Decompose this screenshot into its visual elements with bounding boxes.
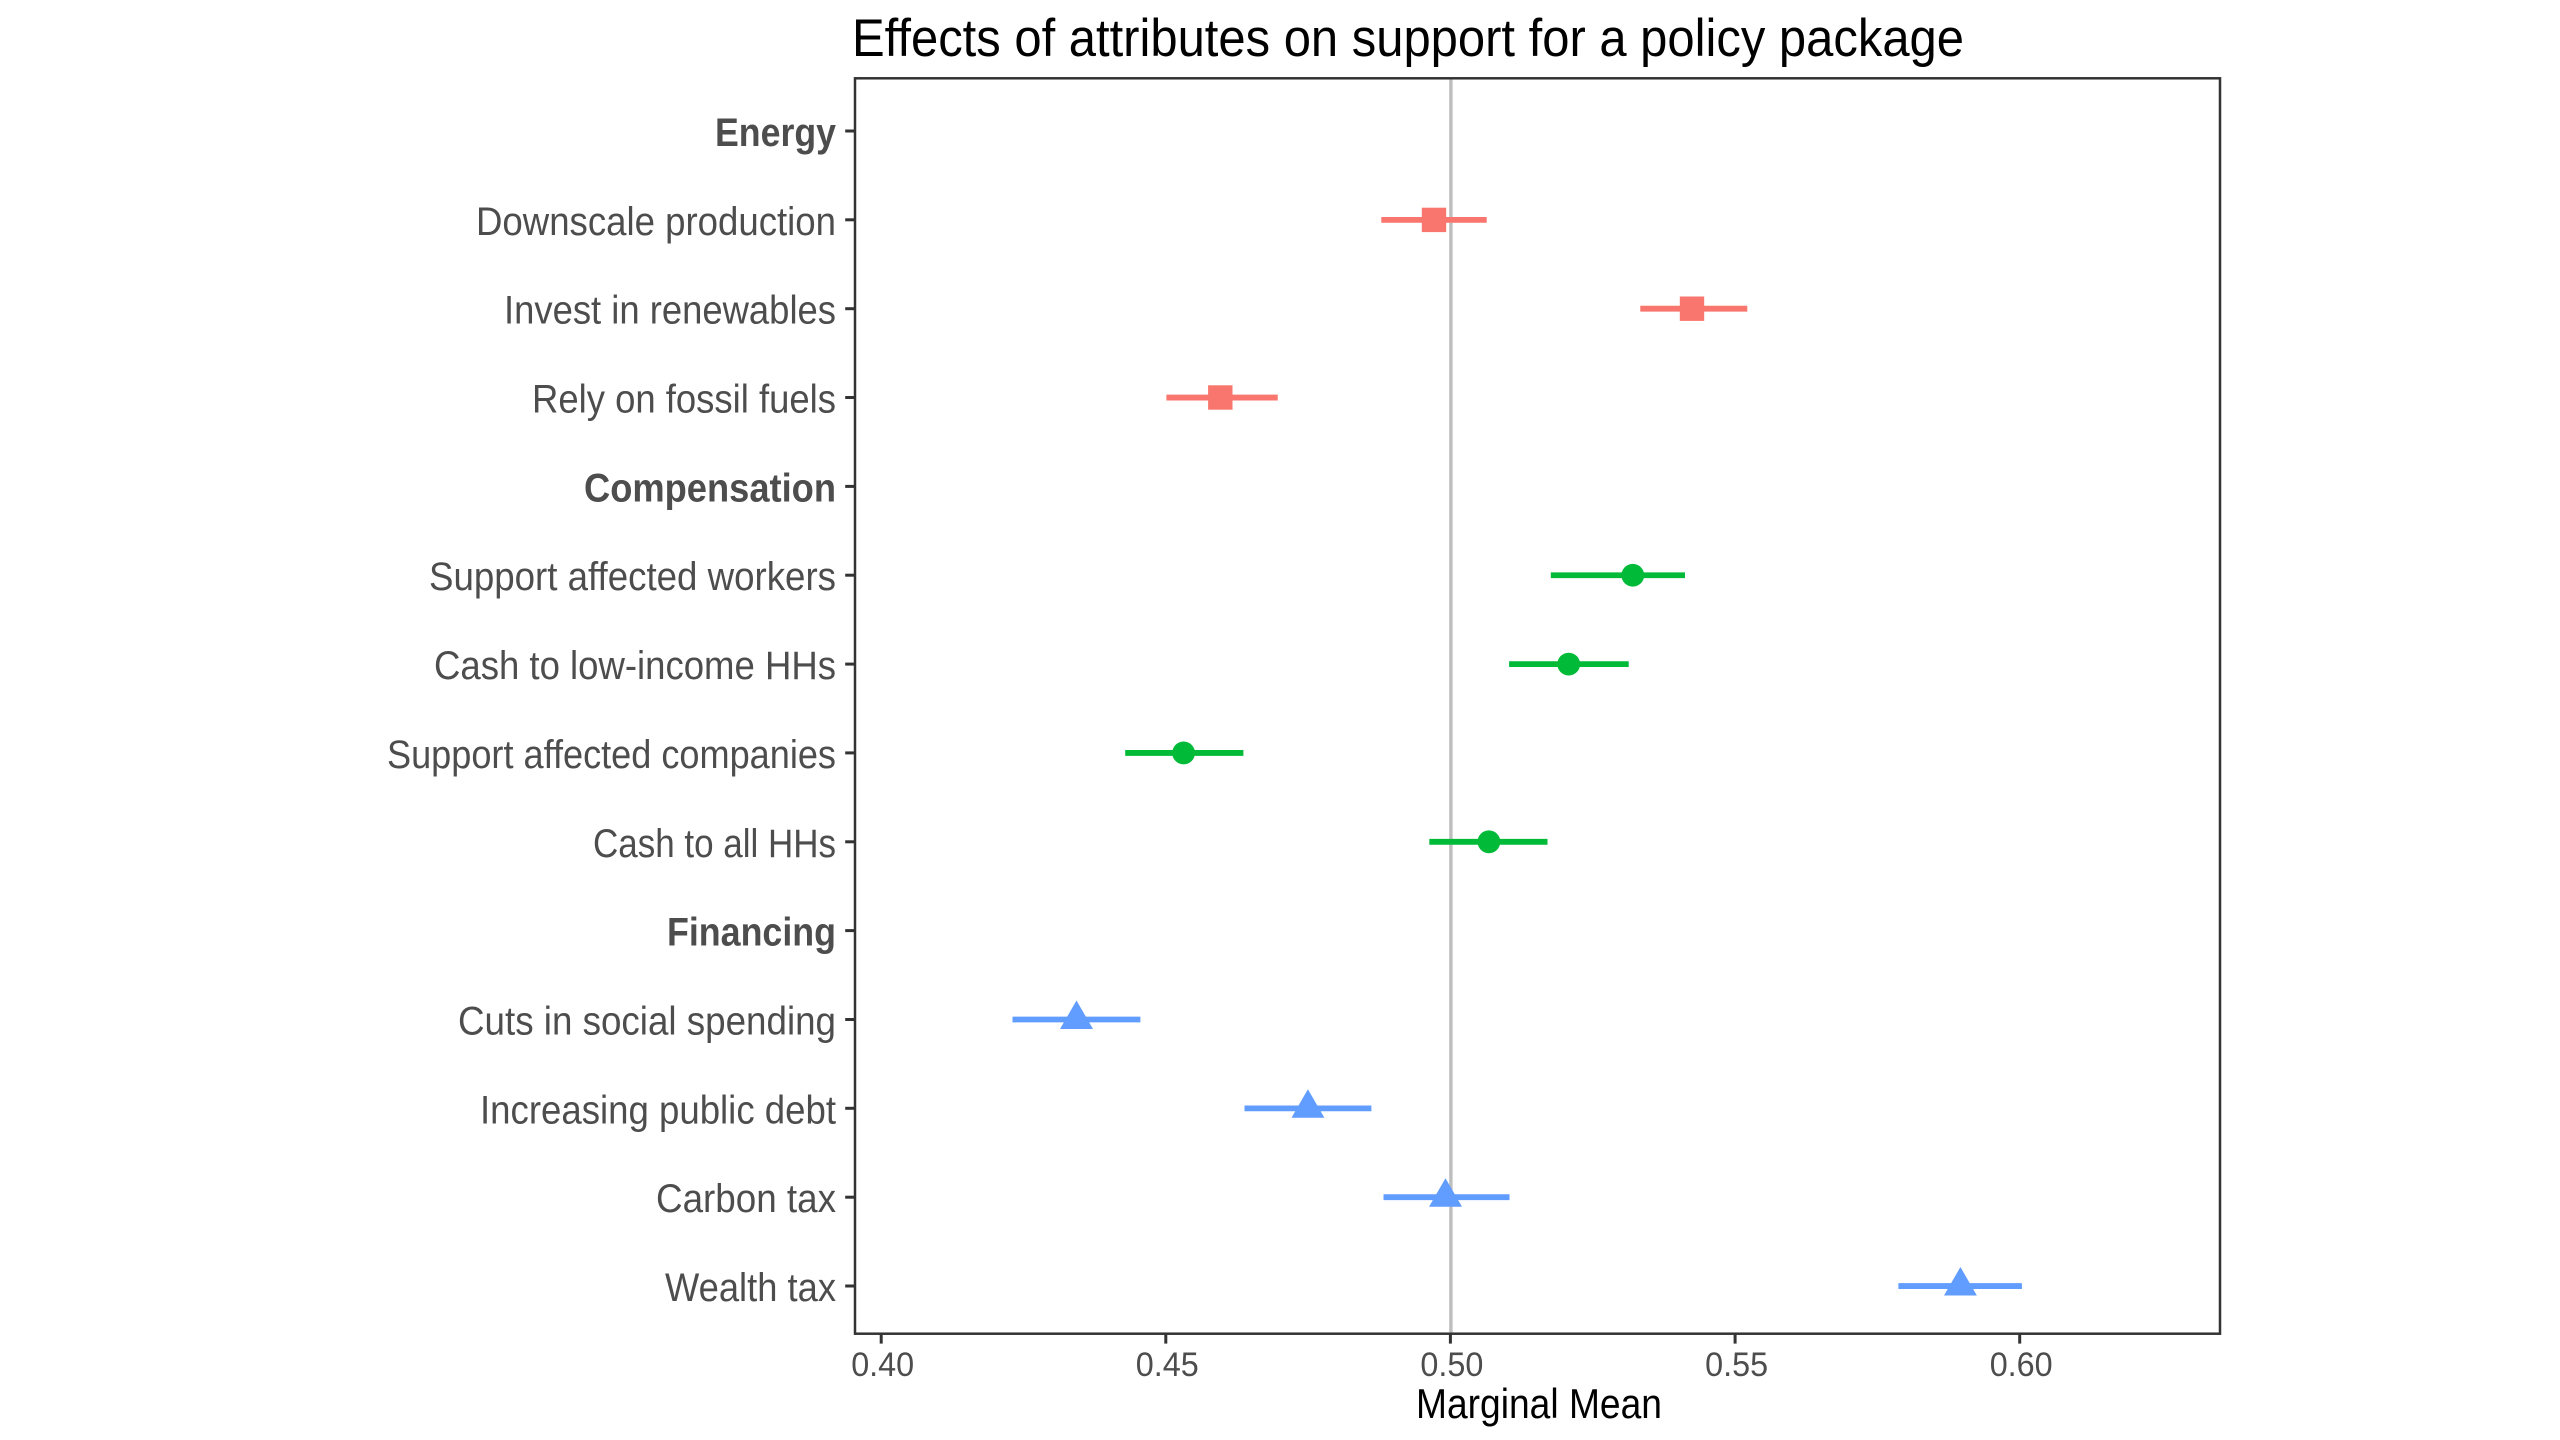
svg-text:Increasing public debt: Increasing public debt: [480, 1088, 836, 1132]
svg-text:0.50: 0.50: [1420, 1346, 1483, 1384]
svg-text:Wealth tax: Wealth tax: [665, 1266, 836, 1310]
svg-text:0.60: 0.60: [1990, 1346, 2053, 1384]
svg-text:Marginal Mean: Marginal Mean: [1416, 1380, 1662, 1427]
svg-text:Rely on fossil fuels: Rely on fossil fuels: [532, 378, 836, 422]
svg-text:0.55: 0.55: [1705, 1346, 1768, 1384]
svg-text:0.45: 0.45: [1136, 1346, 1199, 1384]
svg-text:0.40: 0.40: [851, 1346, 914, 1384]
svg-text:Cash to all HHs: Cash to all HHs: [593, 822, 836, 866]
svg-text:Energy: Energy: [715, 111, 837, 155]
svg-text:Support affected workers: Support affected workers: [429, 555, 836, 599]
svg-text:Downscale production: Downscale production: [476, 200, 836, 244]
svg-text:Support affected companies: Support affected companies: [387, 733, 836, 777]
svg-text:Invest in renewables: Invest in renewables: [504, 289, 836, 333]
svg-text:Effects of attributes on suppo: Effects of attributes on support for a p…: [852, 9, 1964, 68]
svg-text:Cash to low-income HHs: Cash to low-income HHs: [434, 644, 836, 688]
svg-text:Cuts in social spending: Cuts in social spending: [458, 1000, 836, 1044]
svg-text:Carbon tax: Carbon tax: [656, 1177, 836, 1221]
svg-text:Compensation: Compensation: [584, 466, 836, 510]
svg-text:Financing: Financing: [667, 911, 836, 955]
